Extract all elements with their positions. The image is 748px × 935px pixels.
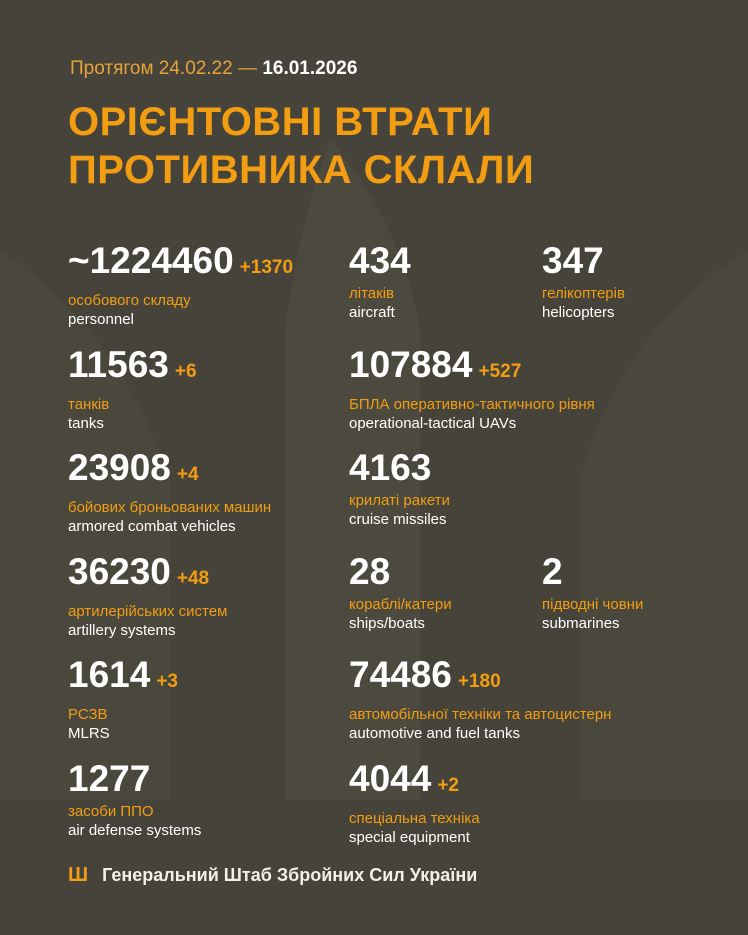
- stat-label-en: special equipment: [349, 828, 470, 846]
- footer: Ш Генеральний Штаб Збройних Сил України: [68, 864, 477, 887]
- stat-label-ua: БПЛА оперативно-тактичного рівня: [349, 395, 595, 413]
- stat-label-en: tanks: [68, 414, 104, 432]
- stat-label-en: air defense systems: [68, 821, 202, 839]
- stat-value: 4163: [349, 448, 450, 488]
- stat-item: 74486 +180 автомобільної техніки та автоци…: [349, 655, 612, 743]
- stat-label-ua: бойових броньованих машин: [68, 499, 272, 516]
- stat-number: 2: [542, 550, 563, 592]
- stat-number: 36230: [68, 550, 171, 592]
- stat-label-ua: літаків: [349, 285, 394, 302]
- stat-value: 4044 +2: [349, 757, 480, 806]
- stat-value: 1614 +3: [68, 655, 178, 702]
- stat-value: 11563 +6: [68, 343, 197, 392]
- stat-item: 11563 +6 танків tanks: [68, 343, 197, 432]
- stat-item: 4044 +2 спеціальна техніка special equipmen…: [349, 757, 480, 846]
- stat-label-ua: автомобільної техніки та автоцистерн: [349, 706, 612, 723]
- stat-item: ~1224460 +1370 особового складу personnel: [68, 241, 293, 329]
- stat-label-en: cruise missiles: [349, 511, 447, 528]
- stat-item: 4163 крилаті ракети cruise missiles: [349, 448, 450, 529]
- period-subtitle: Протягом 24.02.22 — 16.01.2026: [70, 58, 357, 80]
- stat-label-ua: підводні човни: [542, 595, 644, 613]
- stat-number: 1614: [68, 654, 151, 695]
- stat-value: 1277: [68, 757, 201, 799]
- stat-label-ua: спеціальна техніка: [349, 809, 480, 827]
- stat-label-ua: засоби ППО: [68, 802, 154, 820]
- stat-increase: +1370: [239, 257, 294, 278]
- stat-item: 1277 засоби ППО air defense systems: [68, 757, 202, 839]
- stat-label-ua: крилаті ракети: [349, 492, 450, 509]
- stat-value: 2: [542, 550, 643, 592]
- title-line-2: ПРОТИВНИКА СКЛАЛИ: [68, 148, 535, 192]
- stat-number: 74486: [349, 654, 452, 695]
- trident-icon: Ш: [68, 864, 89, 886]
- stat-label-ua: кораблі/катери: [349, 595, 452, 613]
- stat-label-en: aircraft: [349, 304, 395, 321]
- stat-number: 4044: [349, 757, 432, 799]
- period-end: 16.01.2026: [262, 58, 358, 79]
- stat-label-ua: артилерійських систем: [68, 602, 228, 620]
- period-start: Протягом 24.02.22 —: [70, 58, 258, 79]
- stat-label-en: armored combat vehicles: [68, 518, 236, 535]
- stat-increase: +6: [174, 360, 197, 382]
- stat-item: 434 літаків aircraft: [349, 241, 411, 322]
- stat-number: 23908: [68, 447, 171, 488]
- stat-number: 28: [349, 550, 391, 592]
- stat-item: 28 кораблі/катери ships/boats: [349, 550, 452, 632]
- stat-number: 11563: [68, 343, 169, 385]
- stat-label-en: ships/boats: [349, 614, 425, 632]
- stat-item: 107884 +527 БПЛА оперативно-тактичного рів…: [349, 343, 595, 432]
- stat-value: 434: [349, 241, 411, 281]
- stat-item: 23908 +4 бойових броньованих машин armored …: [68, 448, 272, 536]
- stat-item: 2 підводні човни submarines: [542, 550, 644, 632]
- stat-value: 74486 +180: [349, 655, 611, 702]
- stat-number: 347: [542, 240, 604, 281]
- stat-label-en: personnel: [68, 311, 134, 328]
- stat-value: 28: [349, 550, 452, 592]
- title-line-1: ОРІЄНТОВНІ ВТРАТИ: [68, 100, 493, 144]
- footer-text: Генеральний Штаб Збройних Сил України: [102, 865, 478, 885]
- stat-number: 434: [349, 240, 411, 281]
- stat-label-en: artillery systems: [68, 621, 176, 639]
- stat-number: 1277: [68, 757, 151, 799]
- stat-value: ~1224460 +1370: [68, 241, 293, 288]
- stat-value: 107884 +527: [349, 343, 595, 392]
- stat-increase: +2: [437, 774, 459, 796]
- stat-value: 23908 +4: [68, 448, 271, 495]
- stat-label-en: automotive and fuel tanks: [349, 725, 520, 742]
- stat-increase: +3: [156, 671, 178, 692]
- stat-number: 107884: [349, 343, 473, 385]
- stat-label-ua: РСЗВ: [68, 706, 108, 723]
- stat-label-ua: особового складу: [68, 292, 191, 309]
- stat-increase: +4: [176, 464, 199, 485]
- stat-increase: +180: [457, 671, 501, 692]
- stat-increase: +527: [478, 360, 522, 382]
- page-title: ОРІЄНТОВНІ ВТРАТИ ПРОТИВНИКА СКЛАЛИ: [68, 98, 534, 194]
- stat-number: 4163: [349, 447, 432, 488]
- stat-label-en: helicopters: [542, 304, 615, 321]
- stat-label-en: submarines: [542, 614, 620, 632]
- stat-value: 36230 +48: [68, 550, 227, 599]
- stat-label-en: MLRS: [68, 725, 110, 742]
- stat-number: ~1224460: [68, 240, 234, 281]
- stat-increase: +48: [176, 567, 210, 589]
- stat-item: 347 гелікоптерів helicopters: [542, 241, 625, 322]
- stat-label-ua: танків: [68, 395, 110, 413]
- stat-label-en: operational-tactical UAVs: [349, 414, 517, 432]
- stat-item: 36230 +48 артилерійських систем artillery s…: [68, 550, 228, 639]
- stat-value: 347: [542, 241, 625, 281]
- stat-item: 1614 +3 РСЗВ MLRS: [68, 655, 178, 743]
- stat-label-ua: гелікоптерів: [542, 285, 625, 302]
